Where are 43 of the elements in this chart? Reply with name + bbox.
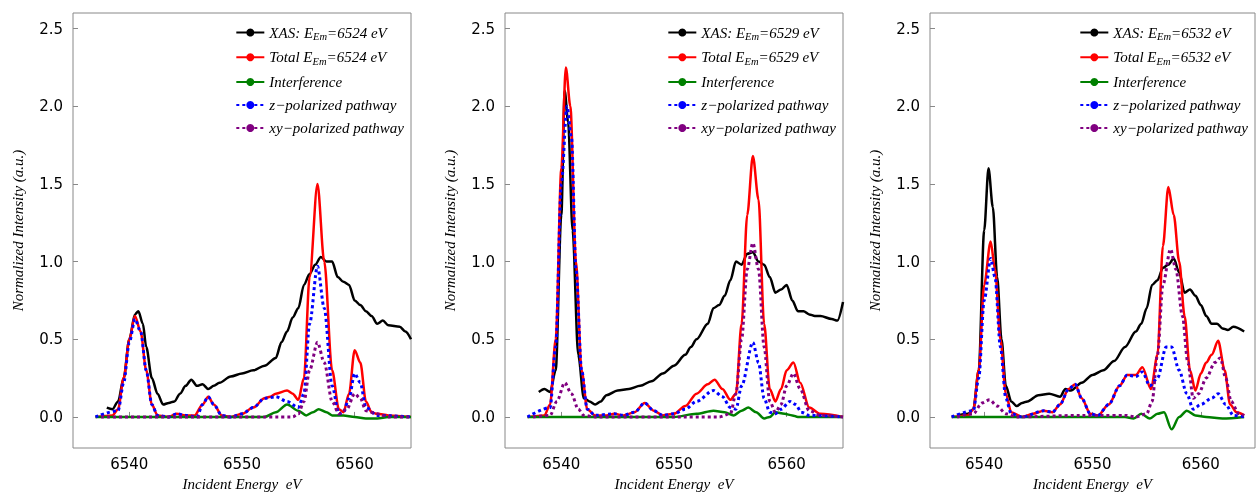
legend-label: xy−polarized pathway	[700, 120, 837, 136]
y-tick-label: 1.5	[39, 174, 63, 193]
y-tick-label: 2.5	[896, 19, 920, 38]
y-axis-title: Normalized Intensity (a.u.)	[441, 149, 459, 313]
y-tick-label: 0.5	[471, 330, 495, 349]
legend-label: Interference	[268, 74, 343, 90]
legend-label: Interference	[1112, 74, 1187, 90]
x-tick-label: 6540	[542, 454, 581, 473]
y-tick-label: 0.0	[896, 407, 920, 426]
x-tick-label: 6550	[222, 454, 262, 473]
x-tick-label: 6560	[1181, 454, 1220, 473]
y-tick-label: 1.0	[896, 252, 920, 271]
legend-label: z−polarized pathway	[700, 97, 829, 113]
x-axis-title: Incident Energy eV	[1032, 475, 1154, 492]
x-tick-label: 6550	[1073, 454, 1112, 473]
y-tick-label: 2.0	[471, 97, 495, 116]
line-series	[531, 241, 845, 419]
y-tick-label: 1.5	[896, 174, 920, 193]
legend-label: xy−polarized pathway	[268, 120, 405, 136]
y-axis-title: Normalized Intensity (a.u.)	[9, 149, 27, 313]
y-tick-label: 0.0	[39, 407, 63, 426]
x-tick-label: 6540	[110, 454, 149, 473]
y-tick-label: 0.5	[39, 330, 63, 349]
legend-label: Interference	[700, 74, 775, 90]
y-tick-label: 2.0	[896, 97, 920, 116]
legend-label: z−polarized pathway	[1112, 97, 1241, 113]
x-tick-label: 6560	[767, 454, 806, 473]
y-tick-label: 0.0	[471, 407, 495, 426]
y-tick-label: 1.5	[471, 174, 495, 193]
y-tick-label: 1.0	[471, 252, 495, 271]
x-axis-title: Incident Energy eV	[181, 475, 304, 492]
legend-label: z−polarized pathway	[268, 97, 397, 113]
legend-label: xy−polarized pathway	[1112, 120, 1249, 136]
y-tick-label: 2.5	[39, 19, 63, 38]
y-tick-label: 1.0	[39, 252, 63, 271]
x-tick-label: 6550	[654, 454, 694, 473]
y-tick-label: 2.5	[471, 19, 495, 38]
y-tick-label: 2.0	[39, 97, 63, 116]
x-axis-title: Incident Energy eV	[613, 475, 736, 492]
y-tick-label: 0.5	[896, 330, 920, 349]
x-tick-label: 6560	[335, 454, 374, 473]
x-tick-label: 6540	[965, 454, 1004, 473]
y-axis-title: Normalized Intensity (a.u.)	[866, 149, 884, 313]
